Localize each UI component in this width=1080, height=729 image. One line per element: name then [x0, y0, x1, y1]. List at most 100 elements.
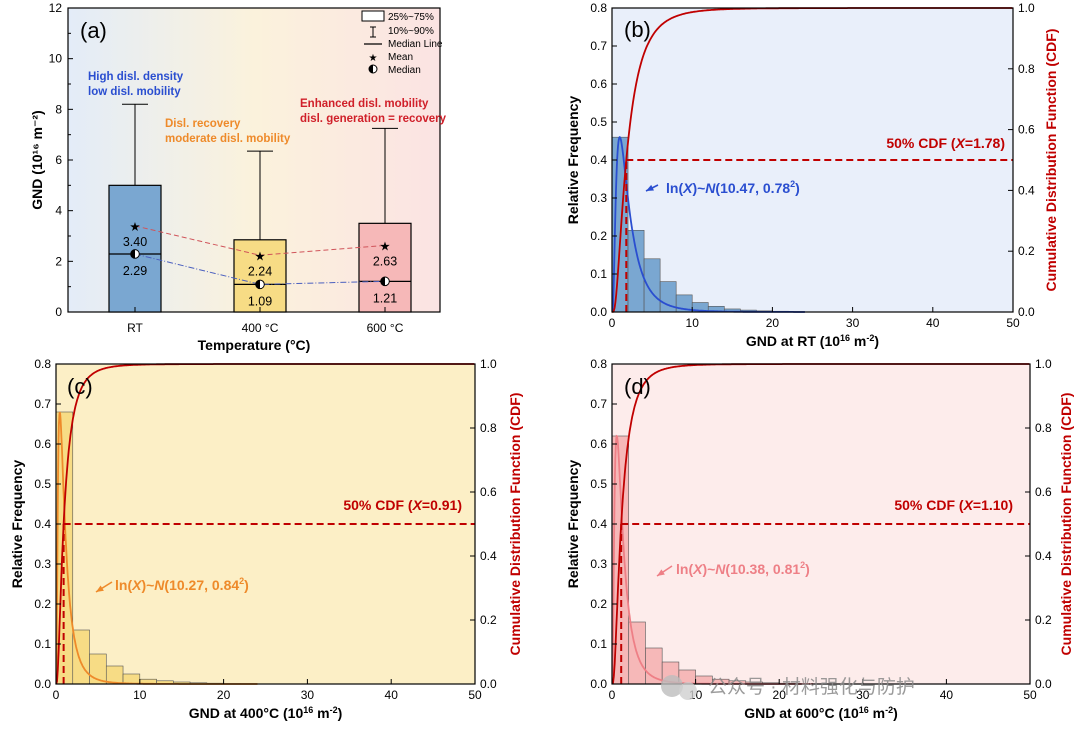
x-axis-label-sup2: -2: [866, 333, 874, 343]
x-tick-label: 30: [846, 316, 860, 330]
fit-label-params: (10.38, 0.81: [725, 561, 800, 577]
cdf-median-label: 50% CDF (X=1.78): [886, 135, 1005, 151]
fit-arrow-head: [657, 569, 665, 576]
x-tick-label: 20: [766, 316, 780, 330]
y-tick-label: 0.1: [34, 637, 51, 651]
mean-marker: ★: [129, 220, 140, 234]
y-tick-label: 0.3: [590, 557, 607, 571]
annotation-text: Enhanced disl. mobility: [300, 98, 429, 110]
y2-tick-label: 0.0: [480, 677, 497, 691]
y2-tick-label: 0.0: [1035, 677, 1052, 691]
panel-c: 0.0 0.1 0.2 0.3 0.4 0.5 0.6 0.7 0.8 0.0 0.2 0.4 0.6 0…: [9, 357, 523, 721]
x-axis-label-p3: ): [874, 333, 879, 349]
y2-tick-label: 0.6: [1018, 123, 1035, 137]
median-value: 2.29: [123, 264, 147, 278]
fit-label-sup: 2: [800, 560, 805, 570]
y2-tick-label: 1.0: [1018, 1, 1035, 15]
y2-tick-label: 0.2: [1035, 613, 1052, 627]
fit-label-pre: ln(: [666, 180, 683, 196]
y-tick-label: 0.4: [590, 517, 607, 531]
median-value: 1.09: [248, 294, 272, 308]
fit-label-sup: 2: [239, 576, 244, 586]
panel-label: (a): [80, 18, 107, 43]
panel-b: 0.0 0.1 0.2 0.3 0.4 0.5 0.6 0.7 0.8 0.0 0.2 0.4 0.6 0…: [565, 1, 1059, 349]
y-tick-label: 0.1: [590, 267, 607, 281]
annotation-text: High disl. density: [88, 71, 184, 83]
watermark-icon: [661, 675, 683, 697]
fit-label-params: (10.47, 0.78: [715, 180, 790, 196]
y-tick-label: 0.2: [590, 597, 607, 611]
x-tick-label: 20: [217, 688, 231, 702]
annotation-text: low disl. mobility: [88, 86, 181, 98]
annotation-text: disl. generation = recovery: [300, 113, 447, 125]
median-marker-half: [255, 280, 260, 289]
y2-tick-label: 0.0: [1018, 305, 1035, 319]
box-iqr: [108, 184, 162, 313]
fit-label: ln(X)~N(10.38, 0.812): [676, 560, 810, 577]
y-tick-label: 0.8: [34, 357, 51, 371]
x-axis-label-p2: m: [313, 705, 329, 721]
watermark-text: 公众号 · 材料强化与防护: [708, 676, 915, 698]
fit-label-mid: )~: [702, 561, 715, 577]
x-tick-label: 0: [609, 316, 616, 330]
fit-label-pre: ln(: [115, 577, 132, 593]
y2-tick-label: 0.8: [1035, 421, 1052, 435]
cdf-label-post: =0.91): [422, 497, 462, 513]
y-axis-label: Relative Frequency: [565, 96, 581, 225]
y-tick-label: 0.5: [590, 477, 607, 491]
x-tick-label: 0: [53, 688, 60, 702]
legend-whisker-label: 10%~90%: [388, 26, 434, 37]
x-axis-label: GND at 600°C (1016 m-2): [744, 705, 898, 721]
fit-label-mid: )~: [141, 577, 154, 593]
fit-arrow-head: [646, 184, 654, 191]
y2-axis-label: Cumulative Distribution Function (CDF): [507, 393, 523, 656]
x-axis-label-p1: GND at RT (10: [746, 333, 840, 349]
x-axis-label-p2: m: [850, 333, 866, 349]
fit-label-close: ): [795, 180, 800, 196]
y-tick-label: 0.3: [590, 191, 607, 205]
x-axis-label-sup1: 16: [859, 705, 869, 715]
x-axis-label-p3: ): [893, 705, 898, 721]
fit-label-var: X: [131, 577, 143, 593]
fit-label-close: ): [805, 561, 810, 577]
box-iqr: [358, 222, 412, 313]
cdf-label-var: X: [955, 135, 967, 151]
y-tick-label: 0.0: [34, 677, 51, 691]
x-axis-label-sup2: -2: [885, 705, 893, 715]
y-tick-label: 6: [55, 153, 62, 167]
y-tick-label: 0.0: [590, 305, 607, 319]
cdf-label-post: =1.10): [973, 497, 1013, 513]
y-tick-label: 0.5: [34, 477, 51, 491]
y-tick-label: 0.7: [34, 397, 51, 411]
y2-tick-label: 0.6: [480, 485, 497, 499]
panel-label: (c): [67, 374, 93, 399]
panel-a: 0 2 4 6 8 10 12 GND (10¹⁶ m⁻²) Temperature (°C) (…: [29, 1, 447, 353]
annotation-text: moderate disl. mobility: [165, 133, 291, 145]
mean-marker: ★: [254, 249, 265, 263]
legend-median-line-label: Median Line: [388, 39, 443, 50]
panel-label: (b): [624, 17, 651, 42]
cdf-label-pre: 50% CDF (: [886, 135, 956, 151]
cdf-label-pre: 50% CDF (: [894, 497, 964, 513]
y2-tick-label: 0.8: [480, 421, 497, 435]
fit-label-mid: )~: [692, 180, 705, 196]
y-tick-label: 4: [55, 204, 62, 218]
fit-label-sup: 2: [790, 179, 795, 189]
y2-axis-label: Cumulative Distribution Function (CDF): [1058, 393, 1074, 656]
mean-value: 3.40: [123, 235, 147, 249]
fit-label: ln(X)~N(10.47, 0.782): [666, 179, 800, 196]
x-tick-label: RT: [127, 321, 143, 335]
y-tick-label: 10: [49, 52, 63, 66]
x-axis-label-sup1: 16: [303, 705, 313, 715]
fit-label-dist: N: [705, 180, 716, 196]
mean-connector: [134, 225, 386, 256]
box-iqr: [233, 239, 287, 313]
y-tick-label: 0.6: [590, 77, 607, 91]
y-tick-label: 0.2: [590, 229, 607, 243]
mean-value: 2.63: [373, 254, 397, 268]
y-tick-label: 12: [49, 1, 63, 15]
y-tick-label: 0.8: [590, 1, 607, 15]
x-tick-label: 10: [133, 688, 147, 702]
legend-box-swatch: [361, 10, 385, 22]
x-axis-label: GND at 400°C (1016 m-2): [189, 705, 343, 721]
